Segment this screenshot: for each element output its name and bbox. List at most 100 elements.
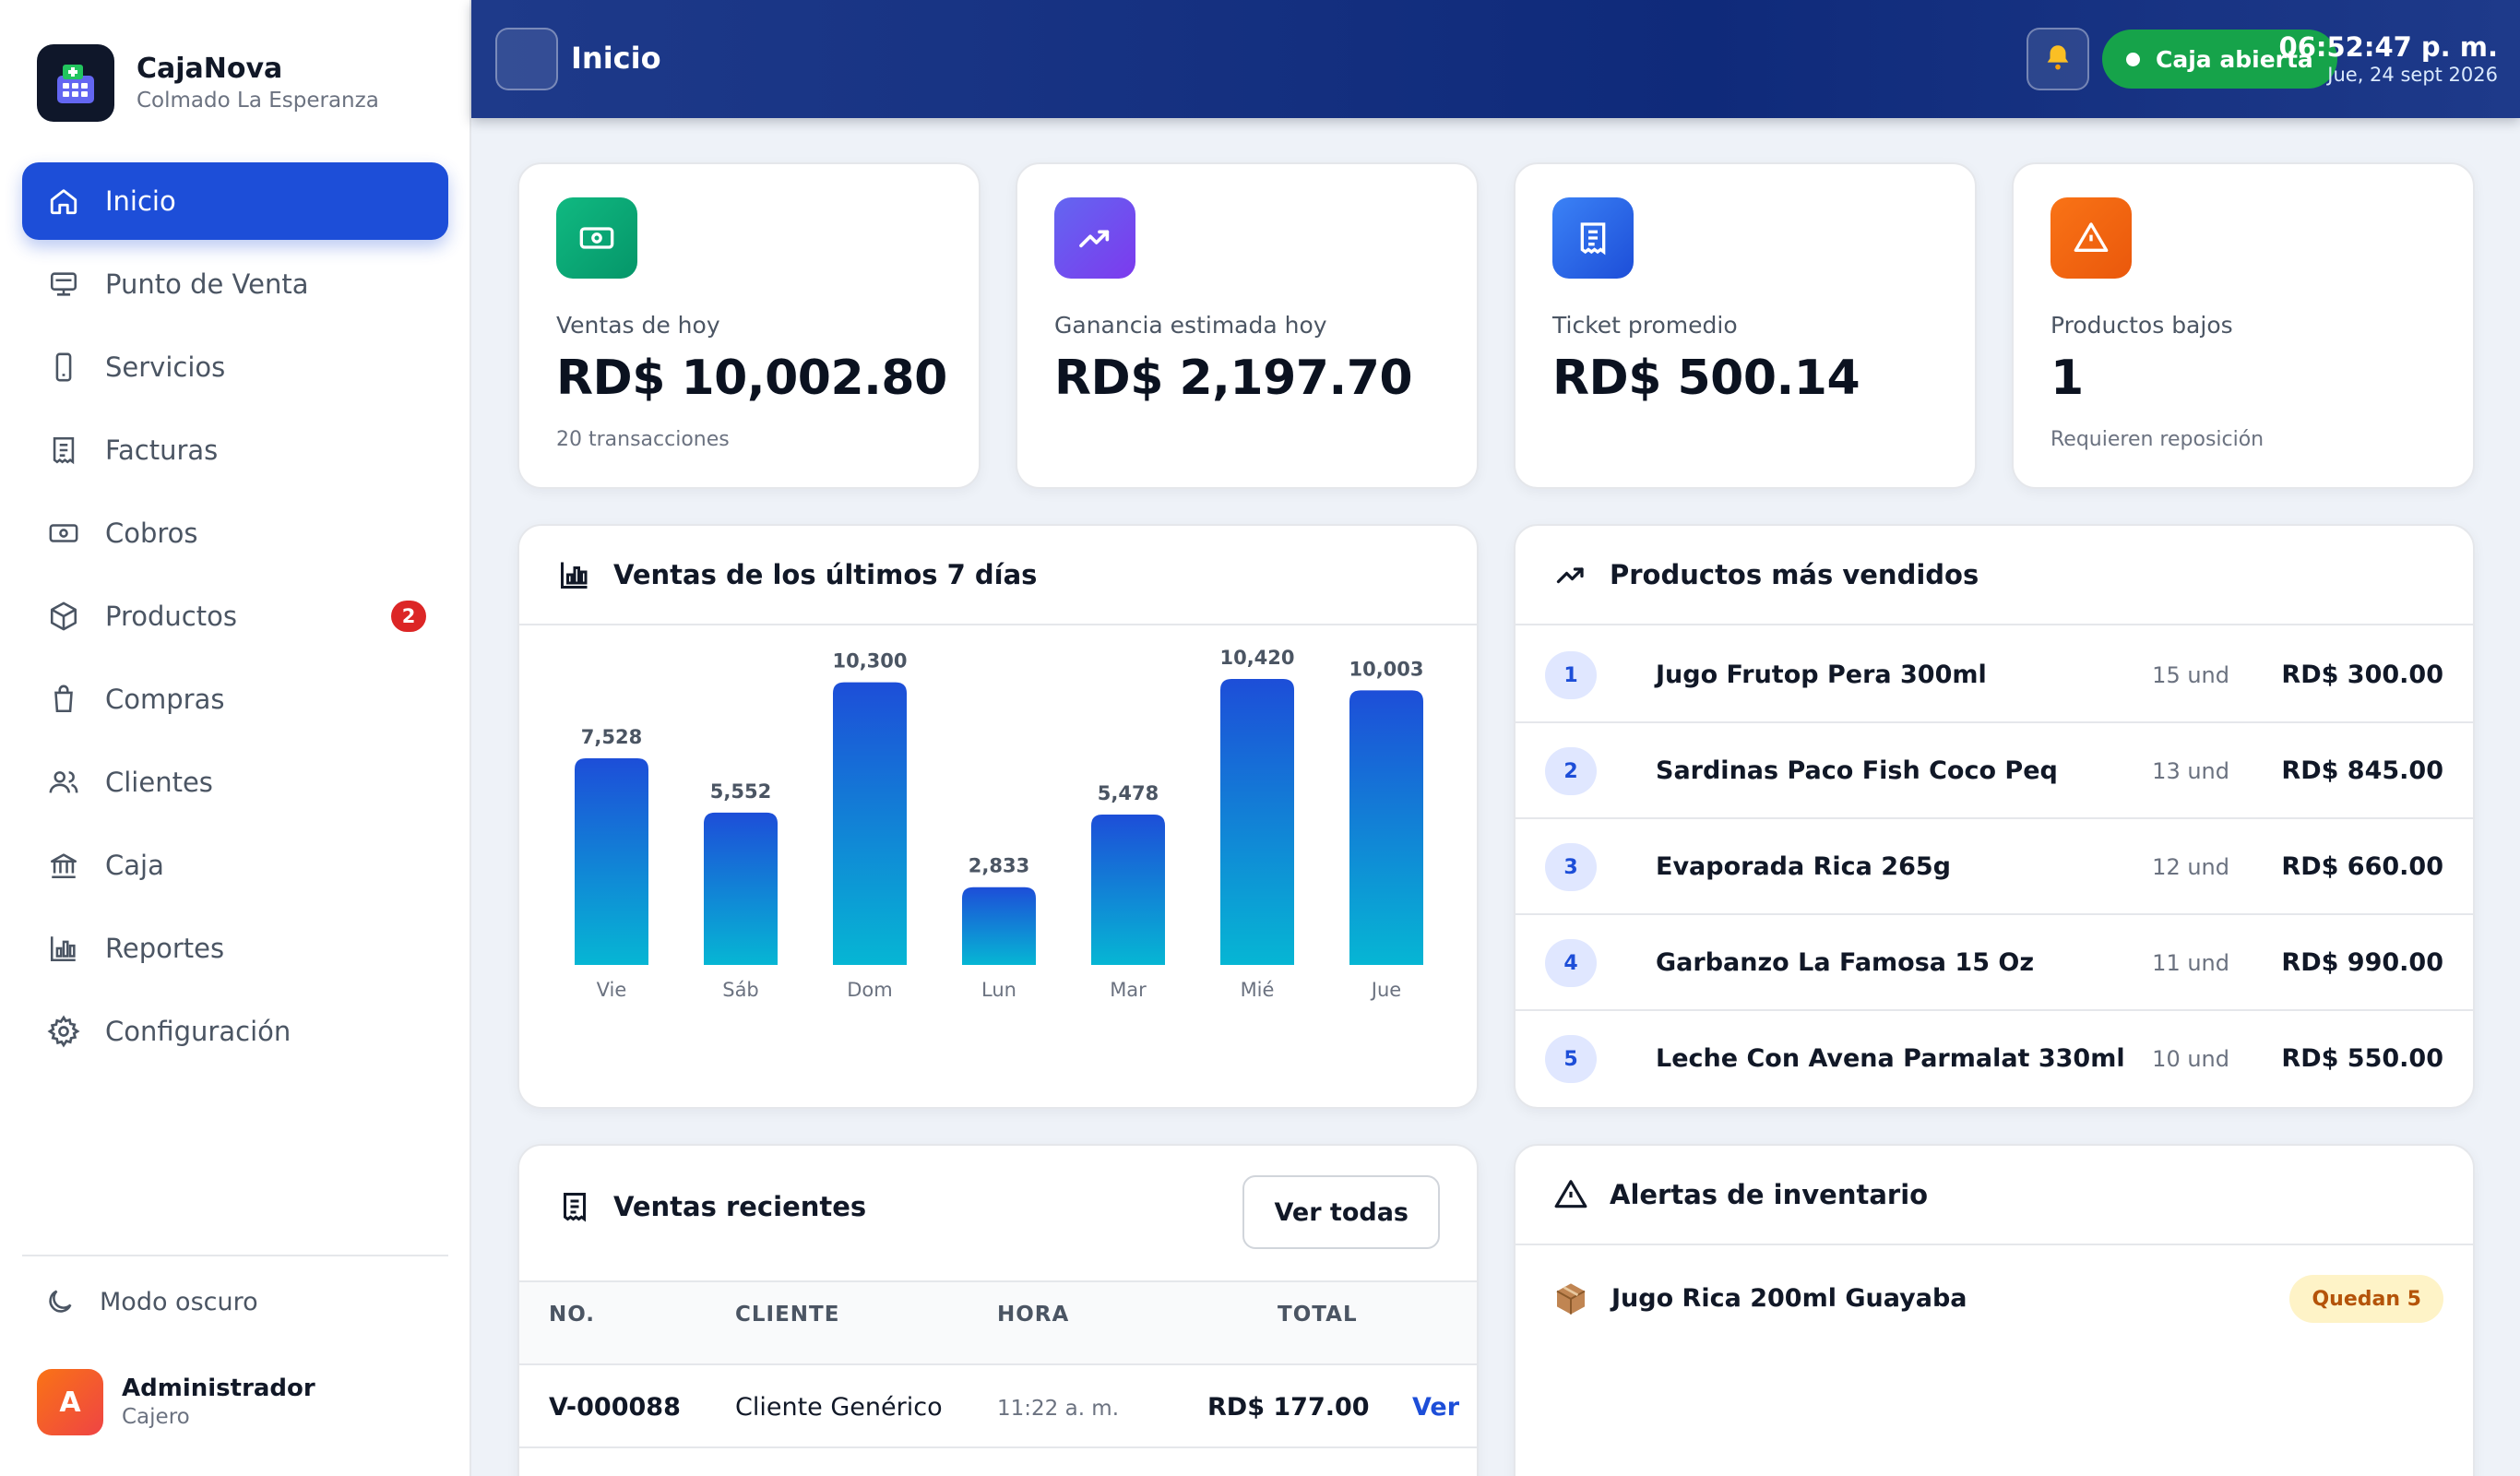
clock-time: 06:52:47 p. m. xyxy=(2278,31,2498,63)
chart-bar-Mié[interactable] xyxy=(1220,679,1294,965)
menu-toggle-button[interactable] xyxy=(495,28,558,90)
chart-bar-Dom[interactable] xyxy=(833,682,907,965)
product-qty: 13 und xyxy=(2152,758,2229,784)
sidebar-divider xyxy=(22,1255,448,1256)
cash-icon xyxy=(46,516,81,551)
recent-sales-card: Ventas recientes Ver todas NO. CLIENTE H… xyxy=(517,1144,1479,1476)
chart-value-label: 5,478 xyxy=(1098,782,1159,804)
stat-subtext: Requieren reposición xyxy=(2050,428,2264,451)
sale-total: RD$ 177.00 xyxy=(1207,1393,1370,1422)
sidebar-item-facturas[interactable]: Facturas xyxy=(22,411,448,489)
rank-badge: 1 xyxy=(1545,651,1597,699)
sidebar-item-label: Clientes xyxy=(105,767,213,798)
product-name: Leche Con Avena Parmalat 330ml xyxy=(1656,1044,2125,1073)
warning-icon xyxy=(1552,1176,1589,1213)
list-item[interactable]: 5 Leche Con Avena Parmalat 330ml 10 und … xyxy=(1516,1011,2473,1107)
card-header: Productos más vendidos xyxy=(1516,526,2473,625)
alert-item[interactable]: Jugo Rica 200ml Guayaba Quedan 5 xyxy=(1552,1266,2443,1330)
card-header: Alertas de inventario xyxy=(1516,1146,2473,1245)
card-title: Productos más vendidos xyxy=(1610,559,1979,590)
bar-chart-icon xyxy=(46,931,81,966)
column-header-client: CLIENTE xyxy=(735,1303,840,1327)
product-amount: RD$ 550.00 xyxy=(2281,1044,2443,1073)
bar-chart-icon xyxy=(556,556,593,593)
divider xyxy=(519,1280,1477,1282)
users-icon xyxy=(46,765,81,800)
product-amount: RD$ 300.00 xyxy=(2281,661,2443,689)
home-icon xyxy=(46,184,81,219)
dark-mode-label: Modo oscuro xyxy=(100,1287,258,1316)
status-dot-icon xyxy=(2126,53,2140,66)
stat-value: 1 xyxy=(2050,351,2084,406)
sales-bar-chart: 7,528 Vie 5,552 Sáb 10,300 Dom 2,833 Lun 5,478 Ma… xyxy=(575,647,1424,1001)
brand[interactable]: CajaNova Colmado La Esperanza xyxy=(37,44,379,122)
sidebar-item-label: Productos xyxy=(105,601,237,632)
chart-bar-Mar[interactable] xyxy=(1091,815,1165,965)
chart-category-label: Dom xyxy=(847,979,892,1001)
sale-number: V-000088 xyxy=(549,1393,681,1422)
sidebar-item-caja[interactable]: Caja xyxy=(22,827,448,904)
sidebar-item-clientes[interactable]: Clientes xyxy=(22,744,448,821)
list-item[interactable]: 4 Garbanzo La Famosa 15 Oz 11 und RD$ 99… xyxy=(1516,915,2473,1011)
sale-time: 11:22 a. m. xyxy=(997,1397,1120,1421)
sidebar-item-label: Compras xyxy=(105,684,225,715)
column-header-time: HORA xyxy=(997,1303,1070,1327)
sidebar-item-reportes[interactable]: Reportes xyxy=(22,910,448,987)
page-title: Inicio xyxy=(571,41,661,76)
chart-bar-Vie[interactable] xyxy=(575,758,648,965)
stat-label: Ganancia estimada hoy xyxy=(1054,312,1327,339)
receipt-icon xyxy=(46,433,81,468)
stat-card-low-products[interactable]: Productos bajos 1 Requieren reposición xyxy=(2012,162,2475,489)
list-item[interactable]: 2 Sardinas Paco Fish Coco Peq 13 und RD$… xyxy=(1516,723,2473,819)
list-item[interactable]: 1 Jugo Frutop Pera 300ml 15 und RD$ 300.… xyxy=(1516,627,2473,723)
chart-value-label: 7,528 xyxy=(581,726,642,748)
chart-value-label: 5,552 xyxy=(710,780,771,803)
bank-icon xyxy=(46,848,81,883)
sidebar-item-compras[interactable]: Compras xyxy=(22,661,448,738)
sidebar-item-label: Caja xyxy=(105,850,164,881)
sidebar-item-punto-de-venta[interactable]: Punto de Venta xyxy=(22,245,448,323)
chart-category-label: Mar xyxy=(1110,979,1147,1001)
chart-value-label: 10,420 xyxy=(1219,647,1294,669)
stat-value: RD$ 10,002.80 xyxy=(556,351,947,406)
products-count-badge: 2 xyxy=(391,601,426,632)
user-role: Cajero xyxy=(122,1405,190,1429)
dark-mode-toggle[interactable]: Modo oscuro xyxy=(42,1284,258,1319)
rank-badge: 5 xyxy=(1545,1035,1597,1083)
rank-badge: 2 xyxy=(1545,747,1597,795)
sidebar-item-label: Cobros xyxy=(105,518,198,549)
sidebar-item-label: Configuración xyxy=(105,1016,291,1047)
alert-product-name: Jugo Rica 200ml Guayaba xyxy=(1611,1284,1967,1313)
trending-up-icon xyxy=(1054,197,1135,279)
list-item[interactable]: 3 Evaporada Rica 265g 12 und RD$ 660.00 xyxy=(1516,819,2473,915)
user-profile[interactable]: A Administrador Cajero xyxy=(37,1369,315,1435)
stat-card-estimated-profit: Ganancia estimada hoy RD$ 2,197.70 xyxy=(1016,162,1479,489)
view-sale-link[interactable]: Ver xyxy=(1412,1393,1460,1422)
chart-bar-Sáb[interactable] xyxy=(704,812,778,965)
receipt-icon xyxy=(1552,197,1634,279)
sale-client: Cliente Genérico xyxy=(735,1393,943,1422)
chart-bar-Lun[interactable] xyxy=(962,887,1036,965)
product-amount: RD$ 990.00 xyxy=(2281,948,2443,977)
product-amount: RD$ 845.00 xyxy=(2281,756,2443,785)
sales-chart-card: Ventas de los últimos 7 días 7,528 Vie 5,5… xyxy=(517,524,1479,1109)
stat-label: Ventas de hoy xyxy=(556,312,720,339)
gear-icon xyxy=(46,1014,81,1049)
card-header: Ventas de los últimos 7 días xyxy=(519,526,1477,625)
product-name: Sardinas Paco Fish Coco Peq xyxy=(1656,756,2058,785)
sidebar-item-configuracion[interactable]: Configuración xyxy=(22,993,448,1070)
notifications-button[interactable] xyxy=(2027,28,2089,90)
sidebar-item-productos[interactable]: Productos 2 xyxy=(22,577,448,655)
sidebar-item-servicios[interactable]: Servicios xyxy=(22,328,448,406)
clock: 06:52:47 p. m. Jue, 24 sept 2026 xyxy=(2279,31,2498,87)
sidebar-item-label: Inicio xyxy=(105,185,176,217)
stat-subtext: 20 transacciones xyxy=(556,428,730,451)
product-qty: 10 und xyxy=(2152,1046,2229,1072)
sidebar-item-cobros[interactable]: Cobros xyxy=(22,494,448,572)
trending-up-icon xyxy=(1552,556,1589,593)
divider xyxy=(519,1446,1477,1448)
view-all-button[interactable]: Ver todas xyxy=(1242,1175,1440,1249)
sidebar-item-inicio[interactable]: Inicio xyxy=(22,162,448,240)
chart-bar-Jue[interactable] xyxy=(1349,690,1423,965)
chart-value-label: 10,300 xyxy=(832,650,907,673)
